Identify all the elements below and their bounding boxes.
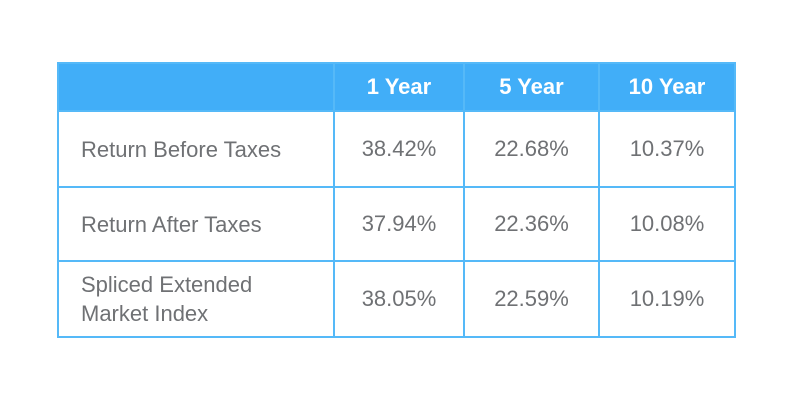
header-cell-10-year: 10 Year xyxy=(598,62,736,112)
value-cell: 22.36% xyxy=(463,186,600,262)
row-label: Spliced Extended Market Index xyxy=(57,260,335,338)
value-cell: 38.42% xyxy=(333,110,465,188)
table-row: Return After Taxes 37.94% 22.36% 10.08% xyxy=(57,186,736,262)
value-cell: 22.59% xyxy=(463,260,600,338)
returns-table: 1 Year 5 Year 10 Year Return Before Taxe… xyxy=(57,62,736,338)
value-cell: 10.19% xyxy=(598,260,736,338)
row-label: Return Before Taxes xyxy=(57,110,335,188)
table-row: Spliced Extended Market Index 38.05% 22.… xyxy=(57,260,736,338)
header-cell-5-year: 5 Year xyxy=(463,62,600,112)
header-cell-1-year: 1 Year xyxy=(333,62,465,112)
table-row: Return Before Taxes 38.42% 22.68% 10.37% xyxy=(57,110,736,188)
header-cell-empty xyxy=(57,62,335,112)
header-row: 1 Year 5 Year 10 Year xyxy=(57,62,736,112)
value-cell: 10.37% xyxy=(598,110,736,188)
value-cell: 22.68% xyxy=(463,110,600,188)
row-label: Return After Taxes xyxy=(57,186,335,262)
value-cell: 10.08% xyxy=(598,186,736,262)
table-header: 1 Year 5 Year 10 Year xyxy=(57,62,736,112)
table-body: Return Before Taxes 38.42% 22.68% 10.37%… xyxy=(57,110,736,338)
value-cell: 37.94% xyxy=(333,186,465,262)
value-cell: 38.05% xyxy=(333,260,465,338)
